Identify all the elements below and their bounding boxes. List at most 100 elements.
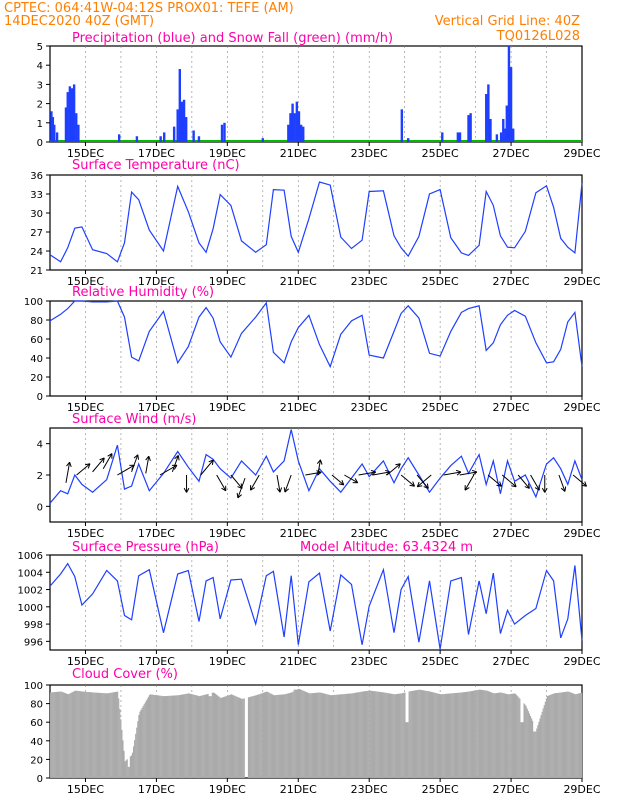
cloud-bar xyxy=(347,693,350,778)
wind-arrow xyxy=(131,454,139,473)
cloud-bar xyxy=(480,689,483,778)
cloud-bar xyxy=(81,691,84,778)
cloud-bar xyxy=(425,690,427,778)
wind-arrow-head xyxy=(87,463,91,469)
cloud-bar xyxy=(177,695,179,778)
cloud-bar xyxy=(528,713,530,778)
y-tick-label: 33 xyxy=(30,190,43,201)
cloud-bar xyxy=(306,692,308,778)
y-tick-label: 21 xyxy=(30,266,43,277)
cloud-bar xyxy=(202,695,204,778)
cloud-bar xyxy=(311,693,313,778)
cloud-bar xyxy=(551,694,553,778)
cloud-bar xyxy=(449,693,451,778)
cloud-bar xyxy=(485,690,487,778)
cloud-bar xyxy=(343,694,345,778)
cloud-bar xyxy=(423,690,425,778)
cloud-bar xyxy=(472,690,474,778)
cloud-bar xyxy=(203,695,205,778)
cloud-bar xyxy=(351,693,353,778)
cloud-bar xyxy=(372,690,374,778)
cloud-bar xyxy=(248,696,251,778)
cloud-bar xyxy=(69,693,71,778)
cloud-bar xyxy=(436,693,438,778)
cloud-bar xyxy=(467,691,469,778)
cloud-bar xyxy=(236,696,238,778)
precip-bar xyxy=(505,105,509,142)
cloud-bar xyxy=(84,691,86,778)
panel-subtitle: Model Altitude: 63.4324 m xyxy=(300,540,473,555)
cloud-bar xyxy=(172,695,174,778)
cloud-bar xyxy=(512,693,515,778)
cloud-bar xyxy=(573,693,575,778)
y-tick-label: 100 xyxy=(24,297,43,308)
cloud-bar xyxy=(228,695,230,778)
cloud-bar xyxy=(357,692,359,778)
cloud-bar xyxy=(393,694,395,778)
cloud-bar xyxy=(175,695,177,778)
cloud-bar xyxy=(359,691,361,778)
precip-bar xyxy=(51,117,55,142)
wind-arrow-head xyxy=(236,492,239,498)
cloud-bar xyxy=(534,731,536,778)
wind-arrow xyxy=(372,471,391,476)
cloud-bar xyxy=(492,693,494,778)
x-tick-label: 17DEC xyxy=(138,527,175,540)
cloud-bar xyxy=(567,691,569,778)
cloud-bar xyxy=(579,692,582,778)
x-tick-label: 19DEC xyxy=(209,783,246,796)
cloud-bar xyxy=(463,692,466,778)
x-tick-label: 29DEC xyxy=(563,527,600,540)
x-tick-label: 27DEC xyxy=(493,655,530,668)
cloud-bar xyxy=(517,696,519,778)
cloud-bar xyxy=(394,694,396,778)
x-tick-label: 25DEC xyxy=(422,527,459,540)
cloud-bar xyxy=(576,693,578,778)
wind-arrow-head xyxy=(423,486,429,489)
x-tick-label: 23DEC xyxy=(351,527,388,540)
cloud-bar xyxy=(279,694,282,778)
cloud-bar xyxy=(555,693,557,778)
cloud-bar xyxy=(401,693,403,778)
cloud-bar xyxy=(130,755,133,778)
wind-arrow-head xyxy=(511,485,517,488)
wind-arrow xyxy=(464,474,475,491)
wind-arrow xyxy=(65,462,71,483)
cloud-bar xyxy=(416,690,418,778)
x-tick-label: 19DEC xyxy=(209,401,246,414)
cloud-bar xyxy=(323,693,325,778)
cloud-bar xyxy=(452,693,454,778)
cloud-bar xyxy=(161,695,163,778)
cloud-bar xyxy=(450,693,452,778)
wind-arrow-head xyxy=(341,480,345,486)
cloud-bar xyxy=(61,691,63,778)
cloud-bar xyxy=(554,693,556,778)
cloud-bar xyxy=(564,691,567,778)
cloud-bar xyxy=(397,693,400,778)
wind-arrow-head xyxy=(471,469,478,473)
y-tick-label: 80 xyxy=(30,700,43,711)
cloud-bar xyxy=(458,692,460,778)
wind-arrow-head xyxy=(544,487,548,493)
cloud-bar xyxy=(63,692,66,778)
x-tick-label: 15DEC xyxy=(67,275,104,288)
cloud-bar xyxy=(145,700,147,778)
cloud-bar xyxy=(159,695,161,778)
cloud-bar xyxy=(390,693,392,778)
cloud-bar xyxy=(231,694,234,778)
cloud-bar xyxy=(309,693,311,778)
cloud-bar xyxy=(505,693,507,778)
y-tick-label: 0 xyxy=(37,392,43,403)
panel-frame xyxy=(49,554,583,651)
precip-bar xyxy=(456,132,460,142)
cloud-bar xyxy=(396,693,399,778)
cloud-bar xyxy=(383,692,385,778)
cloud-bar xyxy=(224,696,226,778)
cloud-bar xyxy=(294,689,296,778)
panel-pressure: Surface Pressure (hPa) Model Altitude: 63… xyxy=(18,540,601,668)
cloud-bar xyxy=(550,694,552,778)
cloud-bar xyxy=(255,695,257,778)
cloud-bar xyxy=(453,693,455,778)
y-tick-label: 100 xyxy=(24,681,43,692)
